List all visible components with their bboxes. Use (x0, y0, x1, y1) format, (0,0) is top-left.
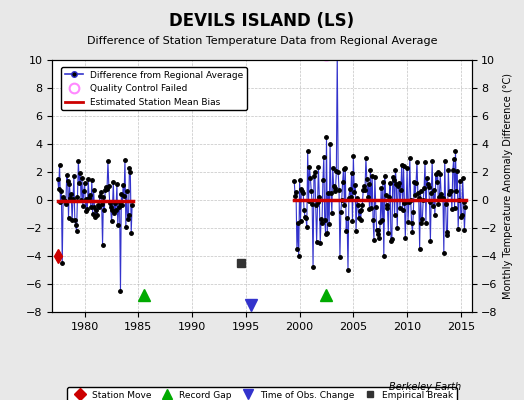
Text: Berkeley Earth: Berkeley Earth (389, 382, 461, 392)
Text: Difference of Station Temperature Data from Regional Average: Difference of Station Temperature Data f… (87, 36, 437, 46)
Legend: Station Move, Record Gap, Time of Obs. Change, Empirical Break: Station Move, Record Gap, Time of Obs. C… (67, 387, 457, 400)
Text: DEVILS ISLAND (LS): DEVILS ISLAND (LS) (169, 12, 355, 30)
Y-axis label: Monthly Temperature Anomaly Difference (°C): Monthly Temperature Anomaly Difference (… (504, 73, 514, 299)
